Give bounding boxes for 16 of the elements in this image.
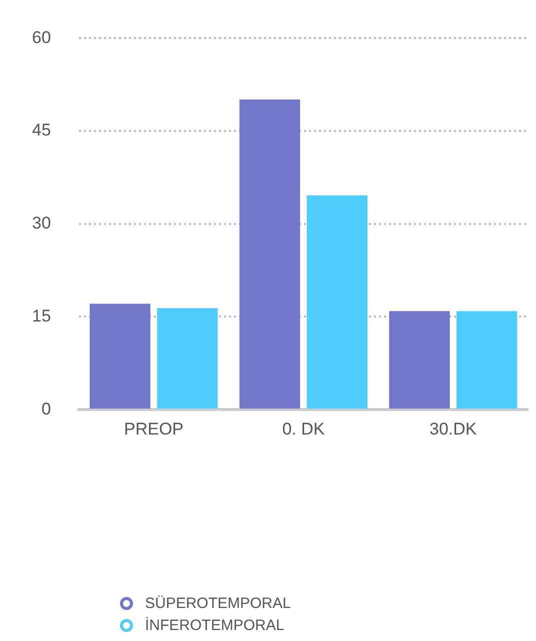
bar <box>456 311 518 409</box>
y-tick-label: 45 <box>32 120 51 140</box>
x-tick-label: 0. DK <box>282 419 326 438</box>
y-tick-label: 0 <box>41 399 51 418</box>
x-tick-label: PREOP <box>124 419 184 438</box>
y-tick-label: 60 <box>32 28 51 47</box>
bar <box>389 311 450 409</box>
y-tick-label: 15 <box>32 306 51 326</box>
y-tick-label: 30 <box>32 214 51 233</box>
legend-label: SÜPEROTEMPORAL <box>145 594 291 612</box>
x-tick-label: 30.DK <box>430 419 478 438</box>
bar <box>90 304 150 409</box>
bar <box>239 99 300 409</box>
bar <box>157 308 218 409</box>
legend-label: İNFEROTEMPORAL <box>145 616 284 634</box>
bar <box>306 195 368 409</box>
